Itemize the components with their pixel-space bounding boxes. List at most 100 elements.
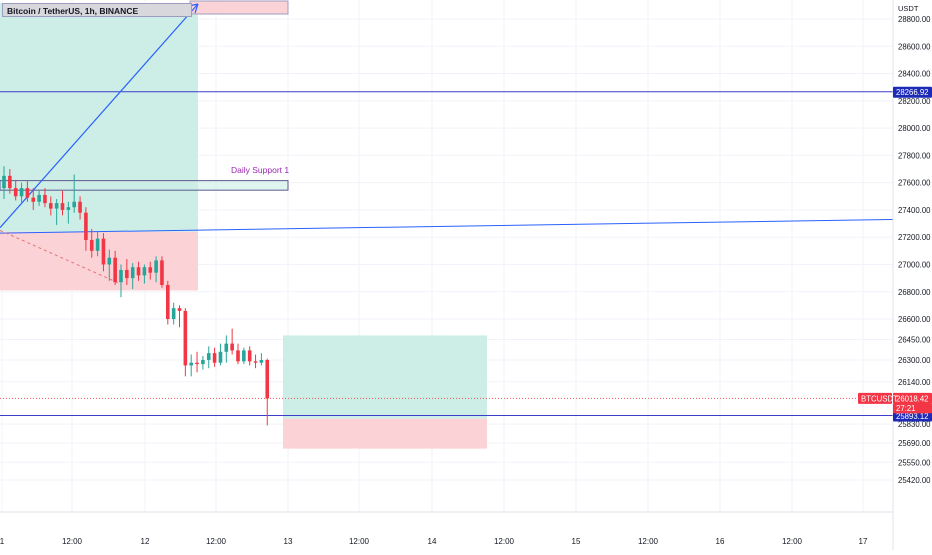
candle-30[interactable] [177,305,182,328]
candle-body [84,212,88,240]
candle-2[interactable] [13,179,18,201]
candle-43[interactable] [253,354,258,369]
candle-1[interactable] [8,169,12,194]
candle-36[interactable] [212,347,217,367]
candle-27[interactable] [160,256,164,288]
right-target-zone[interactable] [283,335,487,419]
stop-dashed-line [0,229,121,285]
resistance-level-badge-text: 28266.92 [896,88,929,97]
candle-9[interactable] [54,199,59,225]
y-tick-label-6: 27600.00 [898,179,931,188]
candle-body [230,343,234,351]
countdown-badge-bg [893,403,932,414]
candle-body [2,175,6,189]
candle-body [113,257,117,283]
countdown-badge[interactable]: 27:21 [893,403,932,414]
candle-32[interactable] [189,354,193,377]
candle-0[interactable] [2,166,6,200]
candle-6[interactable] [37,190,41,206]
candle-40[interactable] [236,343,240,365]
candle-29[interactable] [171,302,176,325]
candle-body [253,361,258,363]
candle-body [49,203,53,209]
y-tick-label-2: 28400.00 [898,70,931,79]
candle-19[interactable] [113,250,117,285]
candle-31[interactable] [183,308,188,377]
y-tick-label-14: 26140.00 [898,378,931,387]
candle-24[interactable] [142,264,147,284]
last-price-badge[interactable]: 26018.42 [893,392,932,404]
x-tick-label-10: 16 [716,537,725,546]
right-stop-zone[interactable] [283,418,487,449]
candle-18[interactable] [107,249,112,281]
candle-25[interactable] [148,261,153,280]
candle-45[interactable] [265,358,270,426]
candle-body [130,267,135,279]
resistance-level-badge[interactable]: 28266.92 [893,86,932,98]
y-tick-label-7: 27400.00 [898,206,931,215]
symbol-title[interactable]: Bitcoin / TetherUS, 1h, BINANCE [2,3,192,17]
candle-22[interactable] [130,263,135,290]
resistance-box[interactable] [189,0,289,15]
candle-11[interactable] [66,201,71,224]
resistance-level-badge-bg [893,86,932,98]
candle-16[interactable] [95,231,100,257]
x-tick-label-8: 15 [572,537,581,546]
y-tick-label-0: 28800.00 [898,15,931,24]
candle-body [154,260,158,273]
candle-body [107,257,112,265]
ticker-badge[interactable]: BTCUSDT [858,392,898,404]
candle-8[interactable] [49,196,53,216]
candle-42[interactable] [247,346,252,366]
candle-33[interactable] [195,351,199,373]
candle-41[interactable] [242,347,246,365]
candle-body [25,188,30,198]
candle-35[interactable] [206,346,211,369]
daily-support-label[interactable]: Daily Support 1 [231,165,290,175]
y-tick-label-17: 25550.00 [898,458,931,467]
candle-body [166,284,170,320]
candle-body [72,201,76,208]
candle-26[interactable] [154,256,158,283]
candle-3[interactable] [19,182,24,205]
candle-21[interactable] [125,259,129,285]
y-tick-label-1: 28600.00 [898,42,931,51]
candle-23[interactable] [136,261,141,281]
trend-line[interactable] [0,218,894,234]
x-tick-label-11: 12:00 [782,537,803,546]
countdown-badge-text: 27:21 [896,404,916,413]
candle-4[interactable] [25,181,30,202]
candle-20[interactable] [119,264,123,298]
candle-17[interactable] [101,233,106,272]
currency-label: USDT [898,4,919,13]
position-zones [0,0,487,449]
candle-10[interactable] [60,190,65,216]
candle-38[interactable] [224,335,229,363]
candle-body [31,197,36,202]
candle-5[interactable] [31,188,36,210]
candle-body [89,239,94,251]
candle-body [259,359,264,363]
y-tick-label-3: 28200.00 [898,97,931,106]
candle-7[interactable] [43,188,47,208]
candle-body [95,238,100,251]
candle-39[interactable] [230,328,234,355]
y-tick-label-9: 27000.00 [898,261,931,270]
y-tick-label-10: 26800.00 [898,288,931,297]
candle-34[interactable] [201,355,205,370]
daily-support-box[interactable] [0,180,289,191]
candle-37[interactable] [218,343,223,366]
candle-15[interactable] [89,229,94,258]
candle-44[interactable] [259,353,264,366]
candle-28[interactable] [166,280,170,325]
candle-body [54,203,59,209]
candle-body [148,267,153,273]
candle-14[interactable] [84,207,88,251]
candle-13[interactable] [78,196,82,220]
candle-body [195,362,199,365]
x-tick-label-9: 12:00 [638,537,659,546]
candle-12[interactable] [72,174,76,213]
